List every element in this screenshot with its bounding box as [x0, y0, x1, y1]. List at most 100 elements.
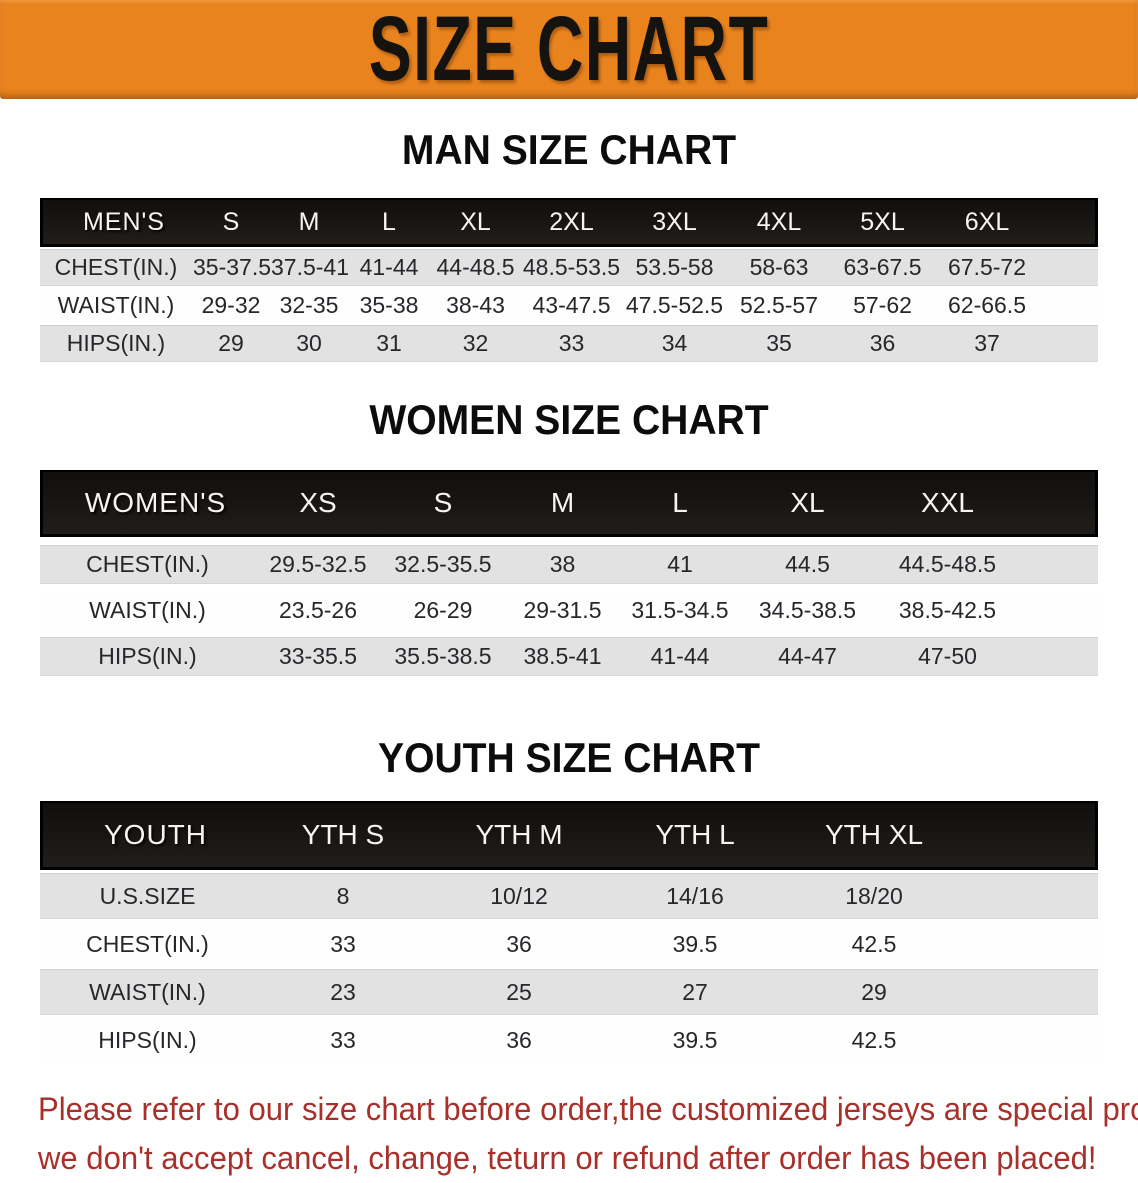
size-cell: 32-35: [270, 288, 348, 323]
size-cell: 29: [192, 325, 270, 362]
size-cell: 34.5-38.5: [740, 592, 875, 629]
size-cell: 36: [431, 1018, 607, 1062]
women-col-header: XS: [255, 470, 381, 537]
size-cell: 41-44: [348, 249, 430, 286]
disclaimer-line-1: Please refer to our size chart before or…: [38, 1091, 1138, 1127]
size-cell: 41-44: [620, 637, 740, 676]
size-cell: 36: [831, 325, 934, 362]
size-cell: 30: [270, 325, 348, 362]
size-cell: 33: [521, 325, 622, 362]
size-cell: 44.5-48.5: [875, 545, 1020, 584]
men-corner-label: MEN'S: [40, 198, 192, 247]
size-cell: 10/12: [431, 873, 607, 919]
size-cell: 38.5-42.5: [875, 592, 1020, 629]
size-cell: 47.5-52.5: [622, 288, 727, 323]
row-label: HIPS(IN.): [40, 637, 255, 676]
row-label: CHEST(IN.): [40, 545, 255, 584]
women-section-heading: WOMEN SIZE CHART: [369, 396, 769, 443]
youth-col-header: YTH XL: [783, 801, 965, 870]
spacer-cell: [1040, 249, 1098, 286]
spacer-cell: [1020, 470, 1098, 537]
spacer-cell: [1020, 545, 1098, 584]
size-cell: 36: [431, 922, 607, 966]
men-col-header: 4XL: [727, 198, 831, 247]
size-cell: 42.5: [783, 1018, 965, 1062]
size-cell: 53.5-58: [622, 249, 727, 286]
men-col-header: 3XL: [622, 198, 727, 247]
men-col-header: S: [192, 198, 270, 247]
disclaimer-line-2: we don't accept cancel, change, teturn o…: [38, 1140, 1097, 1176]
youth-chest-row: CHEST(IN.) 33 36 39.5 42.5: [40, 922, 1098, 966]
size-cell: 52.5-57: [727, 288, 831, 323]
youth-ussize-row: U.S.SIZE 8 10/12 14/16 18/20: [40, 873, 1098, 919]
youth-size-table: YOUTH YTH S YTH M YTH L YTH XL U.S.SIZE …: [40, 798, 1098, 1065]
women-header-row: WOMEN'S XS S M L XL XXL: [40, 470, 1098, 537]
size-cell: 38-43: [430, 288, 521, 323]
youth-col-header: YTH M: [431, 801, 607, 870]
men-section-heading: MAN SIZE CHART: [401, 126, 737, 173]
men-col-header: 2XL: [521, 198, 622, 247]
youth-waist-row: WAIST(IN.) 23 25 27 29: [40, 969, 1098, 1015]
size-cell: 32.5-35.5: [381, 545, 505, 584]
size-cell: 39.5: [607, 1018, 783, 1062]
size-cell: 23.5-26: [255, 592, 381, 629]
women-col-header: XL: [740, 470, 875, 537]
women-col-header: S: [381, 470, 505, 537]
spacer-cell: [1040, 325, 1098, 362]
size-cell: 23: [255, 969, 431, 1015]
size-chart-banner: SIZE CHART: [0, 0, 1138, 99]
row-label: CHEST(IN.): [40, 922, 255, 966]
size-cell: 58-63: [727, 249, 831, 286]
banner-title: SIZE CHART: [368, 0, 770, 100]
size-cell: 47-50: [875, 637, 1020, 676]
row-label: HIPS(IN.): [40, 325, 192, 362]
size-cell: 48.5-53.5: [521, 249, 622, 286]
men-col-header: XL: [430, 198, 521, 247]
men-hips-row: HIPS(IN.) 29 30 31 32 33 34 35 36 37: [40, 325, 1098, 362]
size-cell: 35-37.5: [192, 249, 270, 286]
row-label: HIPS(IN.): [40, 1018, 255, 1062]
size-cell: 35: [727, 325, 831, 362]
men-size-table: MEN'S S M L XL 2XL 3XL 4XL 5XL 6XL CHEST…: [40, 196, 1098, 364]
size-cell: 35-38: [348, 288, 430, 323]
women-waist-row: WAIST(IN.) 23.5-26 26-29 29-31.5 31.5-34…: [40, 592, 1098, 629]
size-cell: 29-31.5: [505, 592, 620, 629]
spacer-cell: [1020, 637, 1098, 676]
size-cell: 44.5: [740, 545, 875, 584]
size-cell: 42.5: [783, 922, 965, 966]
size-cell: 29.5-32.5: [255, 545, 381, 584]
spacer-cell: [965, 969, 1098, 1015]
men-col-header: 5XL: [831, 198, 934, 247]
youth-corner-label: YOUTH: [40, 801, 255, 870]
size-cell: 38: [505, 545, 620, 584]
spacer-cell: [1020, 592, 1098, 629]
youth-section-heading: YOUTH SIZE CHART: [378, 734, 760, 781]
spacer-cell: [1040, 288, 1098, 323]
women-corner-label: WOMEN'S: [40, 470, 255, 537]
size-cell: 35.5-38.5: [381, 637, 505, 676]
men-col-header: 6XL: [934, 198, 1040, 247]
size-cell: 39.5: [607, 922, 783, 966]
size-cell: 33: [255, 922, 431, 966]
size-cell: 8: [255, 873, 431, 919]
spacer-cell: [965, 922, 1098, 966]
youth-col-header: YTH L: [607, 801, 783, 870]
size-cell: 33: [255, 1018, 431, 1062]
size-cell: 25: [431, 969, 607, 1015]
size-cell: 37: [934, 325, 1040, 362]
row-label: CHEST(IN.): [40, 249, 192, 286]
size-cell: 44-47: [740, 637, 875, 676]
size-cell: 33-35.5: [255, 637, 381, 676]
row-label: WAIST(IN.): [40, 969, 255, 1015]
size-cell: 29-32: [192, 288, 270, 323]
spacer-cell: [965, 801, 1098, 870]
size-cell: 37.5-41: [270, 249, 348, 286]
women-col-header: M: [505, 470, 620, 537]
size-cell: 31: [348, 325, 430, 362]
size-cell: 57-62: [831, 288, 934, 323]
women-col-header: XXL: [875, 470, 1020, 537]
spacer-cell: [965, 1018, 1098, 1062]
size-cell: 44-48.5: [430, 249, 521, 286]
size-cell: 34: [622, 325, 727, 362]
men-col-header: M: [270, 198, 348, 247]
